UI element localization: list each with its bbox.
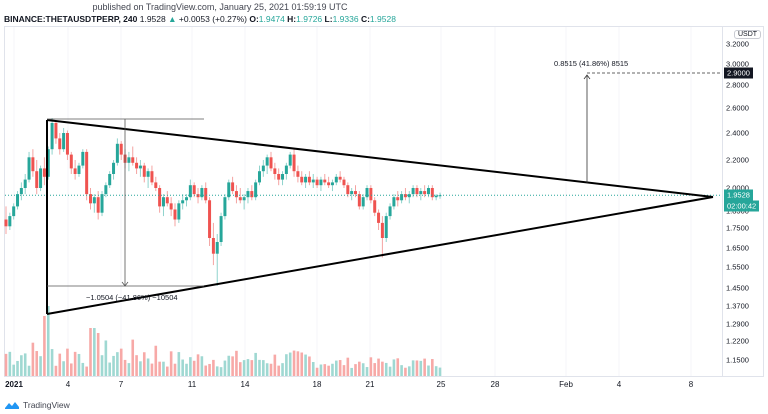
time-tick-label: Feb [559,380,573,389]
last-price: 1.9528 [139,14,166,24]
price-tick-label: 1.5500 [726,262,749,272]
open-label: O: [249,14,259,24]
last-price-badge: 1.9528 [724,189,753,201]
high-value: 1.9726 [296,14,323,24]
time-tick-label: 14 [240,380,250,389]
time-tick-label: 11 [187,380,197,389]
price-change: +0.0053 (+0.27%) [178,14,247,24]
time-tick-label: 28 [490,380,500,389]
currency-button[interactable]: USDT [734,30,762,39]
time-tick-label: 4 [65,380,71,389]
price-tick-label: 1.4500 [726,283,749,293]
price-tick-label: 1.7500 [726,223,749,233]
price-tick-label: 3.2000 [726,39,749,49]
price-tick-label: 1.2900 [726,319,749,329]
price-axis[interactable] [722,26,765,377]
time-tick-label: 2021 [5,380,23,389]
grid-lines [13,27,692,376]
price-tick-label: 2.6000 [726,103,749,113]
symbol-legend: BINANCE:THETAUSDTPERP, 240 1.9528 ▲ +0.0… [4,14,396,24]
price-tick-label: 2.0000 [726,183,749,193]
price-tick-label: 1.2200 [726,336,749,346]
upper-measure-label: 0.8515 (41.86%) 8515 [554,59,629,68]
price-tick-label: 1.1500 [726,355,749,365]
target-price-badge: 2.9000 [724,67,753,79]
symbol-label[interactable]: BINANCE:THETAUSDTPERP, 240 [4,14,138,24]
up-arrow-icon: ▲ [168,14,177,24]
chart-frame[interactable] [4,26,764,377]
triangle-drawing [46,72,722,315]
high-label: H: [287,14,297,24]
time-tick-label: 18 [312,380,322,389]
tradingview-brand[interactable]: TradingView [4,400,70,410]
price-tick-label: 2.2000 [726,155,749,165]
price-tick-label: 1.6500 [726,243,749,253]
low-value: 1.9336 [332,14,359,24]
price-tick-label: 1.3700 [726,301,749,311]
time-tick-label: 7 [118,380,124,389]
close-value: 1.9528 [369,14,396,24]
time-tick-label: 4 [616,380,622,389]
close-label: C: [360,14,370,24]
published-caption: published on TradingView.com, January 25… [92,2,348,12]
price-tick-label: 2.8000 [726,80,749,90]
low-label: L: [324,14,333,24]
open-value: 1.9474 [258,14,285,24]
time-tick-label: 21 [365,380,375,389]
countdown-badge: 02:00:42 [724,200,760,212]
time-tick-label: 8 [688,380,694,389]
tradingview-logo-icon [5,402,19,409]
lower-measure-label: −1.0504 (−41.86%) −10504 [86,293,178,302]
volume-bars [4,306,442,376]
price-tick-label: 3.0000 [726,59,749,69]
candlesticks [4,118,442,286]
time-tick-label: 25 [436,380,446,389]
time-axis[interactable] [4,377,722,391]
brand-label: TradingView [23,400,70,410]
price-tick-label: 2.4000 [726,128,749,138]
